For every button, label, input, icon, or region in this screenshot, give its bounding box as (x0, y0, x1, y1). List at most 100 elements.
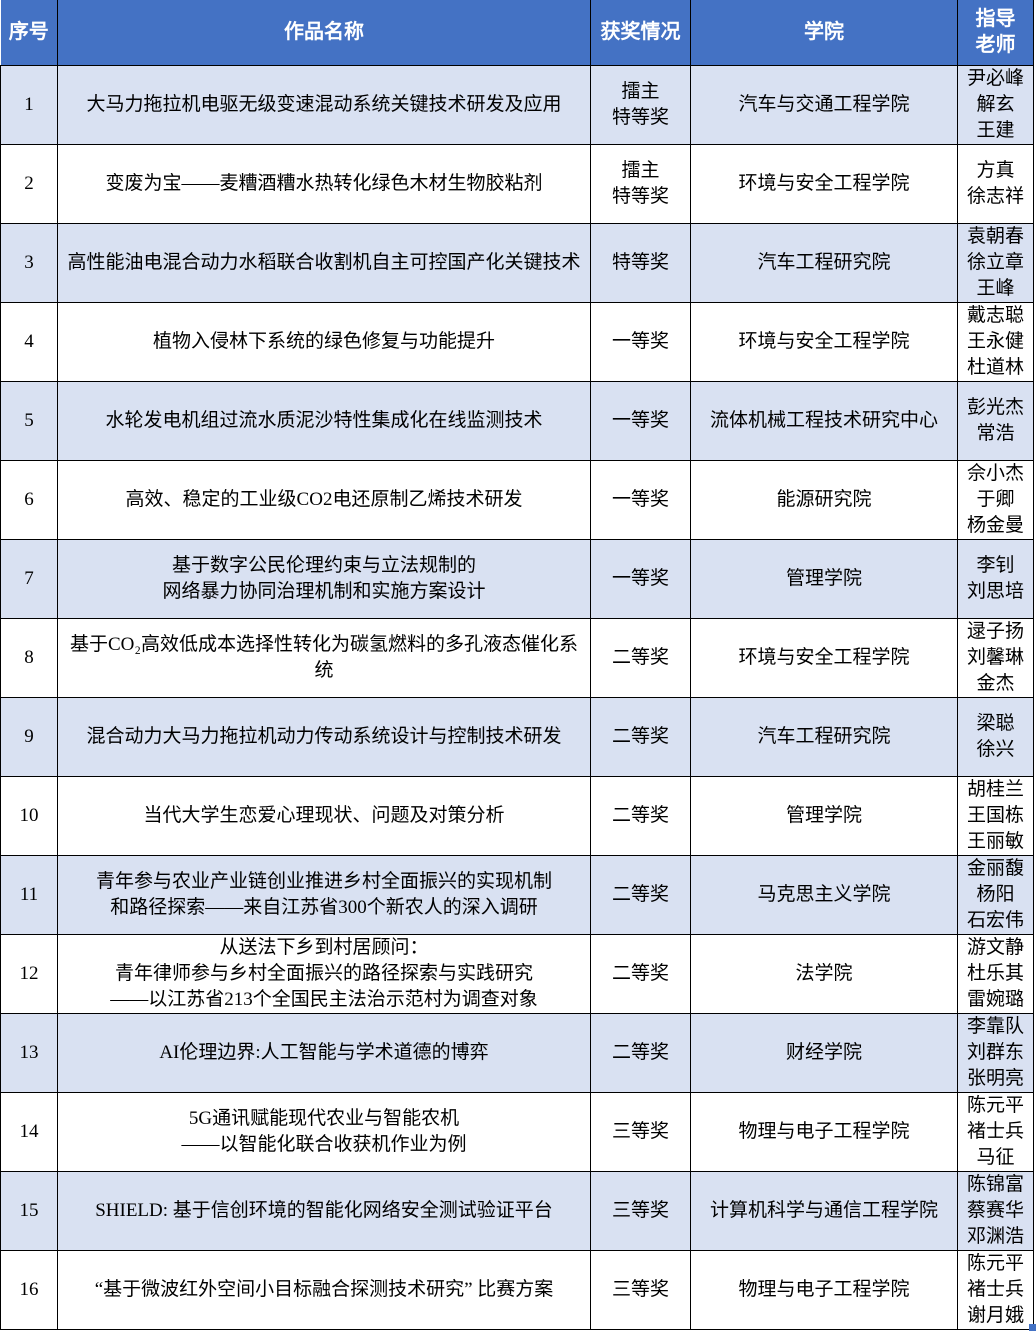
cell-text-line: 5G通讯赋能现代农业与智能农机 (188, 1107, 460, 1129)
cell-serial-number: 2 (0, 143, 58, 224)
cell-text-line: 李靠队 (966, 1015, 1024, 1037)
table-row: 6 高效、稳定的工业级CO2电还原制乙烯技术研发 一等奖 能源研究院 佘小杰 于卿 杨金曼 (0, 459, 1034, 540)
cell-text-line: 褚士兵 (966, 1278, 1024, 1300)
table-row: 11 青年参与农业产业链创业推进乡村全面振兴的实现机制 和路径探索——来自江苏省30… (0, 854, 1034, 935)
cell-work-title: 水轮发电机组过流水质泥沙特性集成化在线监测技术 (57, 380, 591, 461)
cell-serial-number: 15 (0, 1170, 58, 1251)
cell-college: 环境与安全工程学院 (690, 617, 958, 698)
cell-work-title: 植物入侵林下系统的绿色修复与功能提升 (57, 301, 591, 382)
cell-text-line: ——以江苏省213个全国民主法治示范村为调查对象 (110, 988, 538, 1010)
cell-award: 二等奖 (590, 775, 691, 856)
cell-text-line: 徐兴 (976, 738, 1015, 760)
cell-text-line: 金杰 (976, 672, 1015, 694)
cell-teachers: 陈元平 褚士兵 马征 (957, 1091, 1034, 1172)
table-row: 10 当代大学生恋爱心理现状、问题及对策分析 二等奖 管理学院 胡桂兰 王国栋 王丽敏 (0, 775, 1034, 856)
cell-teachers: 金丽馥 杨阳 石宏伟 (957, 854, 1034, 935)
cell-text-line: 获奖情况 (600, 21, 681, 44)
cell-text-line: 网络暴力协同治理机制和实施方案设计 (162, 580, 486, 602)
cell-award: 二等奖 (590, 617, 691, 698)
cell-work-title: 高性能油电混合动力水稻联合收割机自主可控国产化关键技术 (57, 222, 591, 303)
cell-college: 财经学院 (690, 1012, 958, 1093)
cell-text-line: 邓渊浩 (966, 1225, 1024, 1247)
cell-work-title: SHIELD: 基于信创环境的智能化网络安全测试验证平台 (57, 1170, 591, 1251)
cell-text-line: 陈元平 (966, 1094, 1024, 1116)
cell-work-title: 当代大学生恋爱心理现状、问题及对策分析 (57, 775, 591, 856)
cell-text-line: AI伦理边界:人工智能与学术道德的博弈 (159, 1041, 489, 1063)
cell-college: 管理学院 (690, 538, 958, 619)
cell-teachers: 李靠队 刘群东 张明亮 (957, 1012, 1034, 1093)
cell-serial-number: 14 (0, 1091, 58, 1172)
cell-text-line: 特等奖 (611, 106, 669, 128)
cell-text-line: 植物入侵林下系统的绿色修复与功能提升 (152, 330, 495, 352)
cell-teachers: 李钊 刘思培 (957, 538, 1034, 619)
header-row: 序号 作品名称 获奖情况 学院 指导 老师 (0, 0, 1034, 66)
cell-award: 三等奖 (590, 1249, 691, 1330)
table-row: 7 基于数字公民伦理约束与立法规制的 网络暴力协同治理机制和实施方案设计 一等奖 管理学… (0, 538, 1034, 619)
cell-work-title: 5G通讯赋能现代农业与智能农机 ——以智能化联合收获机作业为例 (57, 1091, 591, 1172)
table-row: 14 5G通讯赋能现代农业与智能农机 ——以智能化联合收获机作业为例 三等奖 物理与电子… (0, 1091, 1034, 1172)
cell-text-line: 三等奖 (611, 1278, 669, 1300)
cell-text-line: 徐志祥 (966, 185, 1024, 207)
cell-text-line: 王丽敏 (966, 830, 1024, 852)
cell-text-line: 王峰 (976, 277, 1015, 299)
cell-text-line: 马征 (976, 1146, 1015, 1168)
cell-award: 二等奖 (590, 854, 691, 935)
cell-work-title: 混合动力大马力拖拉机动力传动系统设计与控制技术研发 (57, 696, 591, 777)
cell-text-line: 三等奖 (611, 1120, 669, 1142)
cell-college: 汽车工程研究院 (690, 222, 958, 303)
cell-text-line: 特等奖 (611, 185, 669, 207)
cell-text-line: 杨阳 (976, 883, 1015, 905)
cell-work-title: “基于微波红外空间小目标融合探测技术研究” 比赛方案 (57, 1249, 591, 1330)
column-header-teacher: 指导 老师 (957, 0, 1034, 66)
cell-award: 擂主 特等奖 (590, 64, 691, 145)
cell-text-line: 一等奖 (611, 409, 669, 431)
cell-text-line: 高性能油电混合动力水稻联合收割机自主可控国产化关键技术 (67, 251, 581, 273)
cell-text-line: 和路径探索——来自江苏省300个新农人的深入调研 (110, 896, 538, 918)
cell-text-line: 二等奖 (611, 962, 669, 984)
table-row: 1 大马力拖拉机电驱无级变速混动系统关键技术研发及应用 擂主 特等奖 汽车与交通工程学院… (0, 64, 1034, 145)
cell-college: 管理学院 (690, 775, 958, 856)
cell-text-line: 杜道林 (966, 356, 1024, 378)
cell-college: 汽车工程研究院 (690, 696, 958, 777)
cell-text-line: 指导 (975, 8, 1016, 31)
cell-text-line: 水轮发电机组过流水质泥沙特性集成化在线监测技术 (105, 409, 543, 431)
cell-text-line: 一等奖 (611, 567, 669, 589)
cell-text-line: ——以智能化联合收获机作业为例 (181, 1133, 467, 1155)
cell-teachers: 彭光杰 常浩 (957, 380, 1034, 461)
cell-work-title: 青年参与农业产业链创业推进乡村全面振兴的实现机制 和路径探索——来自江苏省300个… (57, 854, 591, 935)
table-resize-handle[interactable] (1029, 1324, 1036, 1331)
column-header-no: 序号 (0, 0, 58, 66)
cell-serial-number: 4 (0, 301, 58, 382)
table-row: 15 SHIELD: 基于信创环境的智能化网络安全测试验证平台 三等奖 计算机科学与通… (0, 1170, 1034, 1251)
cell-serial-number: 7 (0, 538, 58, 619)
cell-teachers: 陈元平 褚士兵 谢月娥 (957, 1249, 1034, 1330)
table-row: 5 水轮发电机组过流水质泥沙特性集成化在线监测技术 一等奖 流体机械工程技术研究中心彭… (0, 380, 1034, 461)
cell-text-line: 擂主 (621, 159, 660, 181)
cell-college: 环境与安全工程学院 (690, 301, 958, 382)
cell-text-line: 高效、稳定的工业级CO2电还原制乙烯技术研发 (125, 488, 523, 510)
cell-award: 一等奖 (590, 301, 691, 382)
cell-award: 二等奖 (590, 1012, 691, 1093)
cell-text-line: 谢月娥 (966, 1304, 1024, 1326)
cell-college: 流体机械工程技术研究中心 (690, 380, 958, 461)
cell-text-line: 二等奖 (611, 804, 669, 826)
cell-teachers: 逯子扬 刘馨琳 金杰 (957, 617, 1034, 698)
cell-teachers: 胡桂兰 王国栋 王丽敏 (957, 775, 1034, 856)
cell-award: 三等奖 (590, 1170, 691, 1251)
cell-text-line: 王国栋 (966, 804, 1024, 826)
cell-serial-number: 1 (0, 64, 58, 145)
cell-college: 汽车与交通工程学院 (690, 64, 958, 145)
cell-teachers: 方真 徐志祥 (957, 143, 1034, 224)
cell-text-line: 杜乐其 (966, 962, 1024, 984)
cell-text-line: 擂主 (621, 80, 660, 102)
cell-college: 马克思主义学院 (690, 854, 958, 935)
cell-text-line: 二等奖 (611, 646, 669, 668)
cell-text-line: 混合动力大马力拖拉机动力传动系统设计与控制技术研发 (86, 725, 562, 747)
cell-text-line: 王建 (976, 119, 1015, 141)
cell-text-line: SHIELD: 基于信创环境的智能化网络安全测试验证平台 (95, 1199, 553, 1221)
cell-serial-number: 16 (0, 1249, 58, 1330)
cell-text-line: 当代大学生恋爱心理现状、问题及对策分析 (143, 804, 505, 826)
cell-serial-number: 12 (0, 933, 58, 1014)
cell-award: 一等奖 (590, 380, 691, 461)
